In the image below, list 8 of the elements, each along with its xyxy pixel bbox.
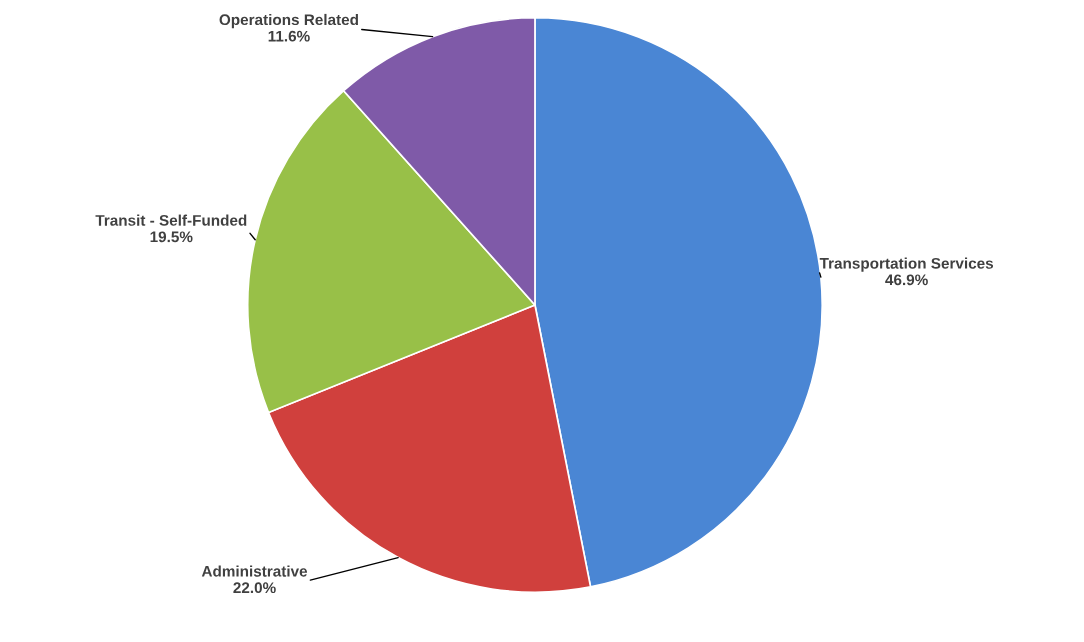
- data-label: 19.5%: [150, 231, 193, 243]
- data-label: 11.6%: [268, 30, 310, 42]
- slice-label: Administrative: [201, 565, 308, 577]
- data-label: 46.9%: [885, 274, 928, 286]
- slice-label: Transit - Self-Funded: [95, 214, 247, 226]
- slice-label: Operations Related: [219, 13, 358, 29]
- slice-label: Transportation Services: [819, 257, 994, 272]
- data-label: 22.0%: [233, 582, 276, 594]
